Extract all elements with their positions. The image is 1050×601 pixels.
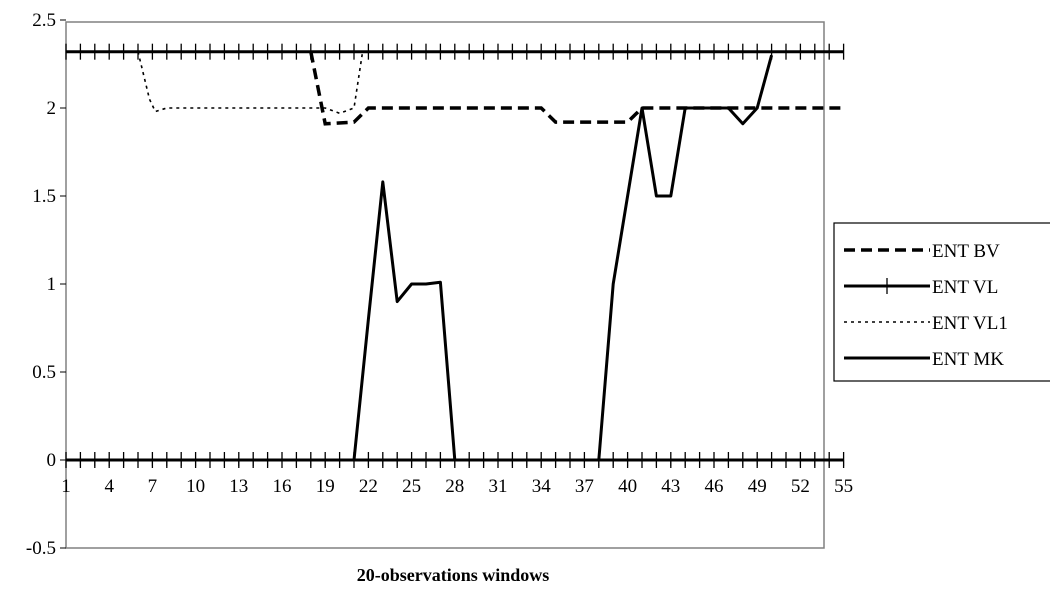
series-line — [309, 51, 844, 126]
series-ent-mk — [66, 54, 774, 462]
x-tick-label: 1 — [61, 476, 71, 497]
series-line — [137, 51, 364, 115]
y-tick-label: 0 — [47, 450, 57, 471]
x-tick-label: 43 — [661, 476, 680, 497]
series-group — [65, 43, 845, 468]
x-tick-label: 4 — [104, 476, 114, 497]
x-tick-label: 19 — [316, 476, 335, 497]
y-tick-label: -0.5 — [26, 538, 56, 559]
y-tick-label: 0.5 — [32, 362, 56, 383]
x-tick-label: 34 — [532, 476, 552, 497]
series-ent-vl1 — [137, 51, 364, 115]
y-tick-label: 1.5 — [32, 186, 56, 207]
x-tick-label: 16 — [273, 476, 292, 497]
x-axis-label: 20-observations windows — [357, 565, 550, 585]
x-tick-label: 31 — [489, 476, 508, 497]
x-axis: 1 4 7 10 13 16 19 22 25 28 31 34 37 40 43 46 49 52 55 — [61, 459, 853, 497]
x-tick-label: 7 — [148, 476, 158, 497]
x-tick-label: 37 — [575, 476, 594, 497]
y-axis: 2.5 2 1.5 1 0.5 0 -0.5 — [26, 10, 66, 559]
legend-label: ENT BV — [932, 241, 1000, 262]
x-tick-label: 13 — [229, 476, 248, 497]
y-tick-label: 2.5 — [32, 10, 56, 31]
series-ent-bv — [309, 51, 844, 126]
plot-area-border — [65, 21, 825, 549]
x-tick-label: 25 — [402, 476, 421, 497]
x-tick-label: 22 — [359, 476, 378, 497]
legend-label: ENT MK — [932, 349, 1004, 370]
y-tick-label: 2 — [47, 98, 57, 119]
plot-frame — [65, 21, 825, 549]
y-tick-label: 1 — [47, 274, 57, 295]
legend-label: ENT VL1 — [932, 313, 1008, 334]
x-tick-label: 10 — [186, 476, 205, 497]
x-tick-label: 52 — [791, 476, 810, 497]
legend-label: ENT VL — [932, 277, 998, 298]
legend: ENT BV ENT VL ENT VL1 ENT MK — [833, 222, 1050, 382]
series-line — [66, 54, 774, 462]
x-tick-label: 55 — [834, 476, 853, 497]
x-tick-label: 28 — [445, 476, 464, 497]
x-tick-label: 40 — [618, 476, 637, 497]
x-tick-label: 46 — [705, 476, 724, 497]
x-tick-label: 49 — [748, 476, 767, 497]
